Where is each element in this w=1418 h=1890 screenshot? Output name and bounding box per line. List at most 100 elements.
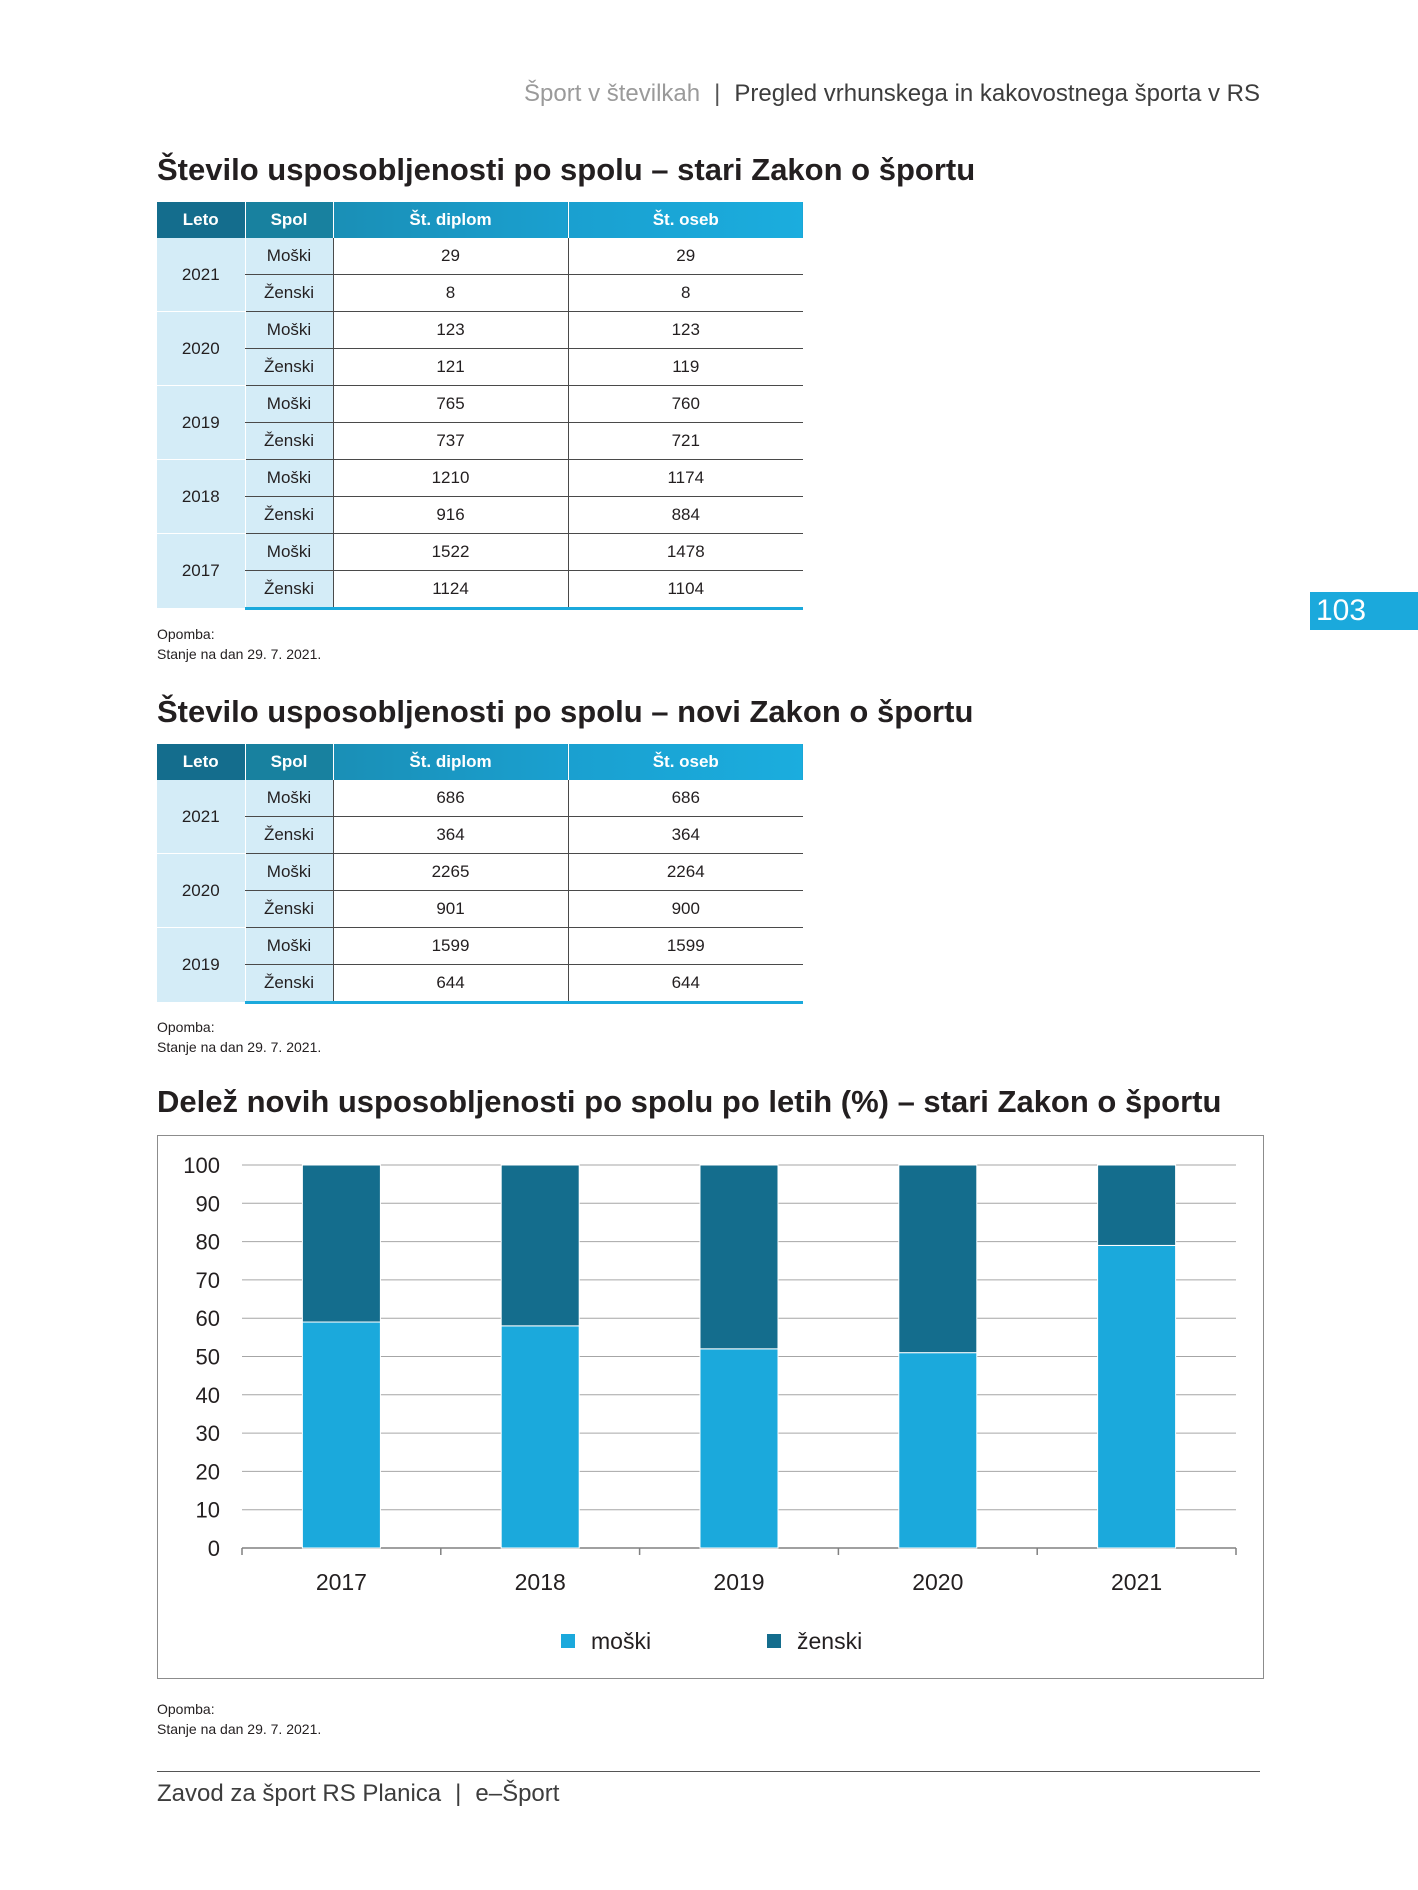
table-old-title: Število usposobljenosti po spolu – stari…	[157, 152, 976, 187]
cell-diplom: 644	[332, 964, 568, 1004]
table-header-row: Leto Spol Št. diplom Št. oseb	[157, 202, 803, 238]
cell-year: 2021	[157, 780, 245, 854]
legend-swatch	[561, 1634, 575, 1648]
cell-sex: Ženski	[244, 570, 333, 610]
chart-note: Opomba: Stanje na dan 29. 7. 2021.	[157, 1699, 321, 1739]
cell-oseb: 760	[567, 385, 803, 423]
bar-zenski	[699, 1164, 779, 1350]
cell-oseb: 2264	[567, 853, 803, 891]
cell-diplom: 364	[332, 816, 568, 854]
legend-swatch	[767, 1634, 781, 1648]
bar-zenski	[500, 1164, 580, 1327]
y-tick-label: 100	[183, 1153, 220, 1178]
cell-oseb: 1478	[567, 533, 803, 571]
col-header-diplom: Št. diplom	[333, 202, 569, 238]
bar-moski	[500, 1325, 580, 1549]
bar-zenski	[1097, 1164, 1177, 1246]
cell-sex: Moški	[244, 311, 333, 349]
cell-diplom: 2265	[332, 853, 568, 891]
cell-diplom: 916	[332, 496, 568, 534]
table-row: Ženski 121 119	[157, 348, 803, 386]
y-tick-label: 20	[196, 1459, 220, 1484]
note-label: Opomba:	[157, 1701, 215, 1717]
footer-label: e–Šport	[475, 1780, 560, 1807]
legend-label: moški	[591, 1628, 651, 1654]
table-row: Ženski 901 900	[157, 890, 803, 928]
col-header-leto: Leto	[157, 202, 246, 238]
bar-moski	[699, 1348, 779, 1549]
bar-zenski	[898, 1164, 978, 1354]
cell-oseb: 8	[567, 274, 803, 312]
col-header-oseb: Št. oseb	[568, 202, 803, 238]
table-new: Leto Spol Št. diplom Št. oseb 2021 Moški 6…	[157, 744, 803, 1004]
cell-diplom: 737	[332, 422, 568, 460]
y-tick-label: 80	[196, 1230, 220, 1255]
y-tick-label: 40	[196, 1383, 220, 1408]
cell-sex: Moški	[244, 385, 333, 423]
y-tick-label: 30	[196, 1421, 220, 1446]
cell-diplom: 1599	[332, 927, 568, 965]
cell-sex: Moški	[244, 780, 333, 817]
cell-sex: Ženski	[244, 274, 333, 312]
chart-frame: 0 10 20 30 40 50 60 70 80 90 100 2017 2018 2019 2020 20…	[157, 1135, 1264, 1679]
note-label: Opomba:	[157, 626, 215, 642]
x-tick-label: 2018	[515, 1569, 566, 1595]
footer-org: Zavod za šport RS Planica	[157, 1780, 442, 1807]
table-old-note: Opomba: Stanje na dan 29. 7. 2021.	[157, 624, 321, 664]
legend-label: ženski	[797, 1628, 862, 1654]
cell-oseb: 1599	[567, 927, 803, 965]
table-header-row: Leto Spol Št. diplom Št. oseb	[157, 744, 803, 780]
cell-diplom: 8	[332, 274, 568, 312]
cell-diplom: 121	[332, 348, 568, 386]
cell-sex: Ženski	[244, 348, 333, 386]
cell-sex: Ženski	[244, 964, 333, 1004]
cell-oseb: 364	[567, 816, 803, 854]
chapter-title: Pregled vrhunskega in kakovostnega šport…	[734, 80, 1260, 107]
y-tick-label: 50	[196, 1345, 220, 1370]
note-text: Stanje na dan 29. 7. 2021.	[157, 1721, 322, 1737]
page-number: 103	[1310, 592, 1418, 630]
table-row: 2021 Moški 686 686	[157, 780, 803, 854]
x-tick-label: 2017	[316, 1569, 367, 1595]
table-row: Ženski 8 8	[157, 274, 803, 312]
table-row: 2018 Moški 1210 1174	[157, 459, 803, 534]
bar-zenski	[301, 1164, 381, 1323]
book-title: Šport v številkah	[524, 80, 701, 107]
footer: Zavod za šport RS Planica | e–Šport	[157, 1780, 559, 1808]
table-row: Ženski 644 644	[157, 964, 803, 1004]
header-separator: |	[714, 80, 721, 107]
footer-rule	[157, 1771, 1260, 1772]
col-header-oseb: Št. oseb	[568, 744, 803, 780]
cell-diplom: 1124	[332, 570, 568, 610]
cell-diplom: 1522	[332, 533, 568, 571]
cell-sex: Ženski	[244, 890, 333, 928]
table-row: 2019 Moški 1599 1599	[157, 927, 803, 1003]
cell-oseb: 721	[567, 422, 803, 460]
bar-moski	[1097, 1244, 1177, 1549]
cell-oseb: 644	[567, 964, 803, 1004]
cell-oseb: 686	[567, 780, 803, 817]
table-row: Ženski 916 884	[157, 496, 803, 534]
col-header-diplom: Št. diplom	[333, 744, 569, 780]
table-row: 2020 Moški 123 123	[157, 311, 803, 386]
cell-oseb: 29	[567, 238, 803, 275]
y-tick-label: 60	[196, 1306, 220, 1331]
y-tick-label: 70	[196, 1268, 220, 1293]
cell-oseb: 900	[567, 890, 803, 928]
cell-sex: Ženski	[244, 422, 333, 460]
cell-year: 2019	[157, 927, 245, 1003]
chart-title: Delež novih usposobljenosti po spolu po …	[157, 1084, 1222, 1119]
bar-moski	[898, 1352, 978, 1549]
y-tick-label: 10	[196, 1498, 220, 1523]
table-row: 2021 Moški 29 29	[157, 238, 803, 312]
cell-year: 2020	[157, 853, 245, 928]
col-header-leto: Leto	[157, 744, 246, 780]
cell-oseb: 123	[567, 311, 803, 349]
cell-oseb: 1174	[567, 459, 803, 497]
cell-sex: Moški	[244, 533, 333, 571]
col-header-spol: Spol	[245, 744, 334, 780]
x-tick-label: 2020	[912, 1569, 963, 1595]
cell-sex: Moški	[244, 927, 333, 965]
cell-year: 2019	[157, 385, 245, 460]
col-header-spol: Spol	[245, 202, 334, 238]
